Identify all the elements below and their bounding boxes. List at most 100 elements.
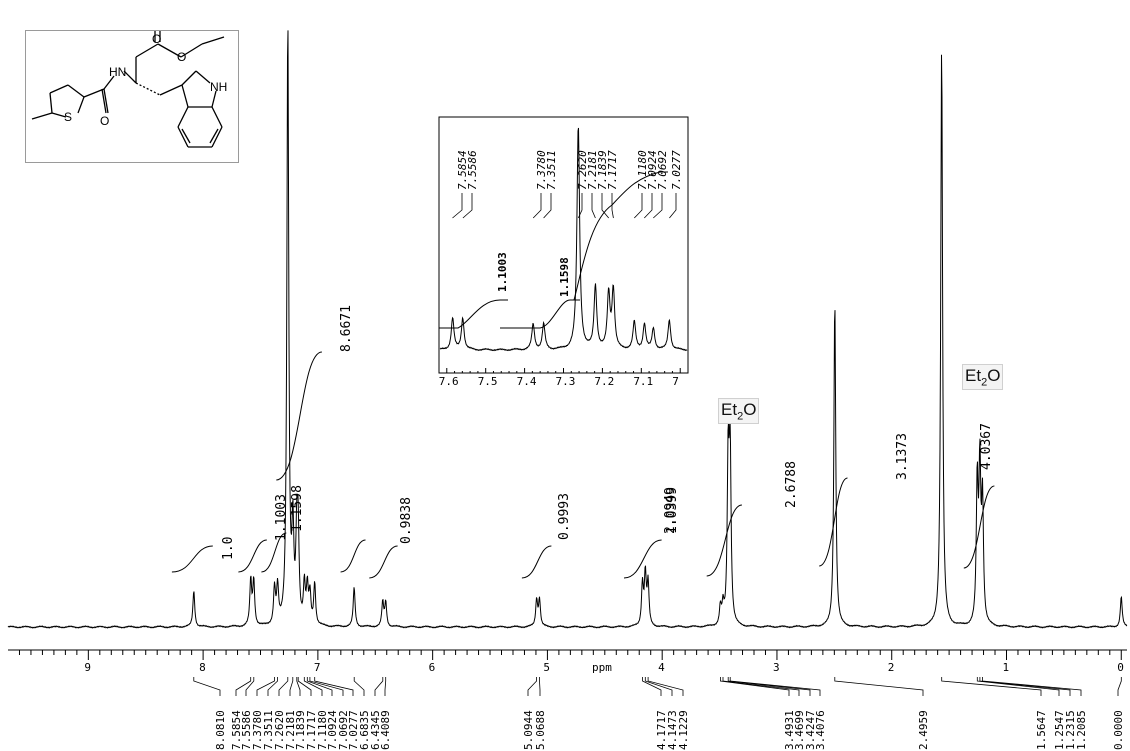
inset-peak-leader [611, 193, 614, 219]
inset-peak-label: 7.0692 [656, 150, 669, 190]
peak-leader-line [720, 677, 790, 696]
solvent-annotation-et2o: Et2O [718, 398, 760, 425]
peak-label: 7.1717 [305, 710, 318, 750]
inset-tick-label: 7.2 [594, 375, 614, 388]
atom-label: O [152, 32, 161, 46]
integral-curve [276, 351, 323, 481]
inset-peak-label: 7.3780 [535, 150, 548, 190]
inset-peak-leader [462, 193, 473, 219]
peak-leader-line [306, 677, 333, 696]
peak-leader-line [353, 677, 365, 696]
x-tick-label: 7 [314, 661, 321, 674]
x-tick-label: 0 [1117, 661, 1124, 674]
integral-label: 8.6671 [339, 305, 354, 352]
x-tick-label: 3 [773, 661, 780, 674]
peak-leader-line [278, 677, 289, 696]
peak-label: 7.2620 [273, 710, 286, 750]
peak-label: 7.5586 [240, 710, 253, 750]
peak-label: 3.4699 [793, 710, 806, 750]
inset-peak-leader [601, 193, 610, 219]
inset-tick-label: 7.3 [556, 375, 576, 388]
x-tick-label: 2 [888, 661, 895, 674]
integral-label: 0.9838 [399, 497, 414, 544]
peak-leader-line [722, 677, 800, 696]
inset-integral-label: 1.1598 [558, 257, 571, 297]
peak-leader-line [267, 677, 278, 696]
peak-leader-line [647, 677, 684, 696]
integral-curve [171, 545, 213, 573]
integral-label: 4.0367 [979, 423, 994, 470]
peak-label: 7.3780 [251, 710, 264, 750]
inset-peak-leader [669, 193, 677, 219]
peak-label: 3.4247 [804, 710, 817, 750]
inset-peak-leader [543, 193, 552, 219]
peak-leader-line [245, 677, 255, 696]
peak-label: 3.4931 [783, 710, 796, 750]
inset-peak-leader [653, 193, 663, 219]
integral-label: 1.1598 [290, 485, 305, 532]
peak-label: 7.3511 [262, 710, 275, 750]
integral-curve [623, 539, 662, 579]
peak-label: 1.2085 [1075, 710, 1088, 750]
peak-label: 7.5854 [230, 710, 243, 750]
integral-curve [706, 504, 743, 577]
peak-label: 5.0688 [534, 710, 547, 750]
integral-label: 2.0949 [663, 487, 678, 534]
peak-leader-line [374, 677, 384, 696]
inset-integral-curve [500, 299, 580, 329]
peak-label: 7.2181 [284, 710, 297, 750]
peak-leader-line [235, 677, 252, 696]
atom-label: O [177, 50, 186, 64]
peak-label: 0.0000 [1112, 710, 1125, 750]
inset-peak-label: 7.0277 [670, 150, 683, 190]
inset-peak-label: 7.2181 [586, 150, 599, 190]
atom-label: O [100, 114, 109, 128]
peak-label: 6.4345 [369, 710, 382, 750]
x-tick-label: 4 [658, 661, 665, 674]
peak-leader-line [979, 677, 1071, 696]
x-tick-label: 6 [429, 661, 436, 674]
integral-curve [238, 539, 267, 573]
peak-leader-line [941, 677, 1042, 696]
inset-peak-label: 7.1180 [636, 150, 649, 190]
integral-label: 3.1373 [895, 433, 910, 480]
integral-label: 1.1003 [274, 494, 289, 541]
x-tick-label: 9 [84, 661, 91, 674]
peak-leader-line [834, 677, 924, 696]
peak-leader-line [256, 677, 275, 696]
peak-label: 7.1839 [294, 710, 307, 750]
peak-leader-line [314, 677, 354, 696]
peak-label: 1.2547 [1053, 710, 1066, 750]
atom-label: NH [210, 80, 227, 94]
atom-label: HN [109, 65, 126, 79]
integral-label: 0.9993 [557, 493, 572, 540]
peak-leader-line [642, 677, 662, 696]
peak-label: 7.0277 [347, 710, 360, 750]
integral-curve [819, 477, 848, 567]
peak-leader-line [384, 677, 387, 696]
inset-peak-label: 7.1717 [606, 150, 619, 190]
molecule-structure-panel: HN O O S O NH [25, 30, 239, 163]
atom-label: S [64, 110, 72, 124]
x-tick-label: 5 [543, 661, 550, 674]
solvent-annotation-et2o: Et2O [962, 364, 1004, 391]
inset-tick-label: 7.6 [439, 375, 459, 388]
peak-leader-line [289, 677, 294, 696]
integral-curve [963, 485, 995, 569]
x-axis-label: ppm [592, 661, 612, 674]
peak-label: 6.4089 [379, 710, 392, 750]
peak-leader-line [297, 677, 312, 696]
x-tick-label: 1 [1002, 661, 1009, 674]
peak-label: 2.4959 [917, 710, 930, 750]
peak-leader-line [527, 677, 537, 696]
inset-peak-leader [591, 193, 596, 219]
peak-label: 6.6835 [358, 710, 371, 750]
peak-leader-line [303, 677, 323, 696]
integral-curve [261, 532, 287, 573]
peak-leader-line [539, 677, 541, 696]
spectrum-trace [7, 30, 1128, 629]
peak-leader-line [193, 677, 221, 696]
peak-label: 4.1717 [655, 710, 668, 750]
inset-peak-label: 7.0924 [646, 150, 659, 190]
